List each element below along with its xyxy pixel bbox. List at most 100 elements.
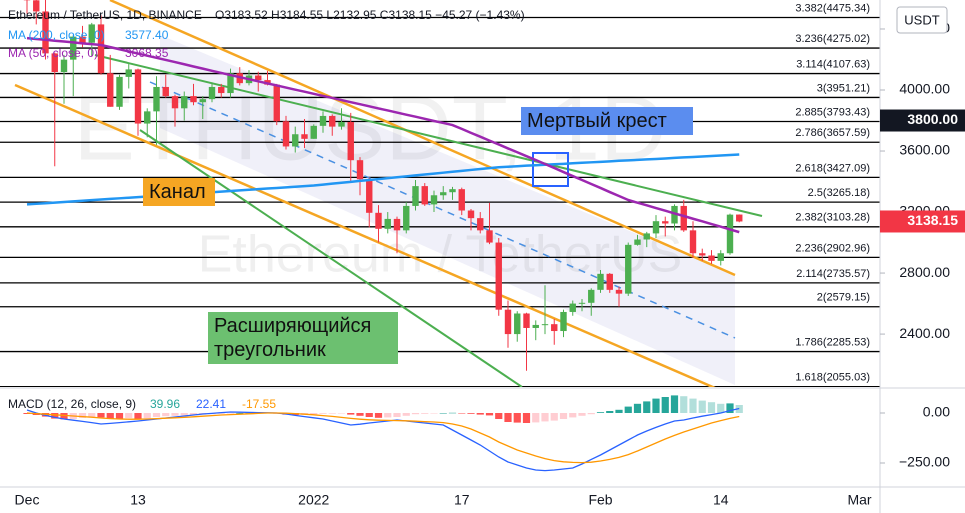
histogram-bar	[125, 413, 133, 418]
price-marker-label: 3800.00	[907, 111, 958, 127]
candle-body	[375, 212, 382, 229]
histogram-bar	[532, 413, 540, 423]
legend-value: 39.96	[150, 397, 180, 411]
legend-label: MA (50, close, 0)	[8, 46, 98, 60]
histogram-bar	[226, 413, 235, 414]
candle-body	[467, 210, 475, 219]
candle-body	[449, 189, 456, 193]
x-tick-label: 13	[130, 492, 146, 508]
histogram-bar	[670, 395, 679, 413]
fib-label: 2.382(3103.28)	[795, 212, 870, 224]
last-price-label: 3138.15	[907, 212, 958, 228]
fib-label: 2.114(2735.57)	[796, 268, 870, 280]
annotation: Расширяющийся треугольник	[208, 312, 398, 364]
histogram-bar	[421, 413, 429, 414]
macd-pane	[23, 395, 743, 472]
candle-body	[273, 84, 280, 122]
price-marker-box	[880, 109, 965, 132]
candle-body	[97, 24, 105, 74]
candle-body	[736, 214, 743, 222]
histogram-bar	[171, 413, 179, 416]
fib-label: 3.114(4107.63)	[796, 58, 870, 70]
histogram-bar	[707, 402, 716, 413]
candle-body	[514, 313, 521, 335]
triangle-line	[139, 129, 523, 387]
candle-body	[79, 36, 86, 43]
line	[26, 412, 740, 464]
candle-body	[292, 134, 299, 147]
histogram-bar	[652, 398, 660, 413]
x-tick-label: 14	[713, 492, 729, 508]
candle-body	[680, 205, 687, 231]
histogram-bar	[337, 413, 346, 414]
candle-body	[33, 0, 40, 12]
histogram-bar	[88, 413, 96, 417]
candle-body	[310, 125, 317, 139]
y-tick-label: 3600.00	[899, 142, 950, 158]
y-tick-label: −250.00	[899, 454, 950, 470]
histogram-bar	[393, 413, 401, 417]
price-pane: ETHUSDT, 1D Ethereum / TetherUS 3.382(44…	[0, 0, 880, 387]
candle-body	[144, 111, 151, 124]
histogram-bar	[180, 413, 188, 416]
histogram-bar	[236, 413, 244, 414]
x-tick-label: Feb	[588, 492, 612, 508]
chart-title: Ethereum / TetherUS, 1D, BINANCE	[8, 8, 202, 22]
fib-label: 2.786(3657.59)	[795, 127, 870, 139]
histogram-bar	[633, 403, 642, 413]
histogram-bar	[541, 413, 549, 422]
candle-body	[588, 289, 595, 303]
candle-body	[171, 96, 179, 109]
currency[interactable]: USDT	[904, 12, 939, 27]
candle-body	[523, 313, 530, 328]
candle-body	[606, 273, 613, 290]
candle-body	[319, 115, 327, 126]
candle-body	[208, 86, 216, 100]
histogram-bar	[495, 413, 503, 419]
candle-body	[597, 273, 604, 290]
candle-body	[699, 253, 706, 256]
candle-body	[569, 303, 576, 312]
candle-body	[421, 186, 428, 205]
candle-body	[412, 186, 419, 206]
fib-label: 1.786(2285.53)	[795, 336, 870, 348]
candle-body	[153, 86, 160, 112]
candle-body	[458, 189, 465, 211]
fib-label: 2.5(3265.18)	[808, 187, 870, 199]
histogram-bar	[60, 413, 68, 420]
histogram-bar	[596, 412, 605, 413]
fib-label: 3.236(4275.02)	[795, 33, 870, 45]
histogram-bar	[643, 401, 651, 413]
candle-body	[70, 36, 77, 60]
fib-label: 3(3951.21)	[817, 82, 870, 94]
histogram-bar	[189, 413, 198, 415]
histogram-bar	[726, 403, 734, 413]
histogram-bar	[624, 406, 632, 413]
histogram-bar	[430, 413, 438, 414]
y-tick-label: 4000.00	[899, 81, 950, 97]
candle-body	[88, 24, 95, 43]
histogram-bar	[384, 413, 392, 418]
histogram-bar	[162, 413, 170, 417]
candle-body	[366, 179, 373, 213]
macd-title: MACD (12, 26, close, 9)	[8, 397, 136, 411]
histogram-bar	[439, 413, 447, 414]
candle-body	[643, 233, 650, 240]
candle-body	[689, 230, 697, 254]
candle-body	[662, 221, 669, 224]
histogram-bar	[458, 413, 466, 414]
line	[26, 36, 740, 234]
y-tick-label: 2400.00	[899, 325, 950, 341]
histogram-bar	[717, 403, 725, 413]
currency-box[interactable]	[896, 6, 948, 34]
histogram-bar	[559, 413, 568, 419]
histogram-bar	[134, 413, 142, 419]
histogram-bar	[680, 396, 688, 413]
candle-body	[125, 69, 132, 77]
candle-body	[116, 76, 123, 107]
histogram-bar	[661, 397, 669, 413]
histogram-bar	[51, 413, 59, 419]
ohlc-legend: O3183.52 H3184.55 L2132.95 C3138.15 −45.…	[215, 8, 525, 22]
fib-label: 2.618(3427.09)	[795, 162, 870, 174]
histogram-bar	[374, 413, 383, 418]
